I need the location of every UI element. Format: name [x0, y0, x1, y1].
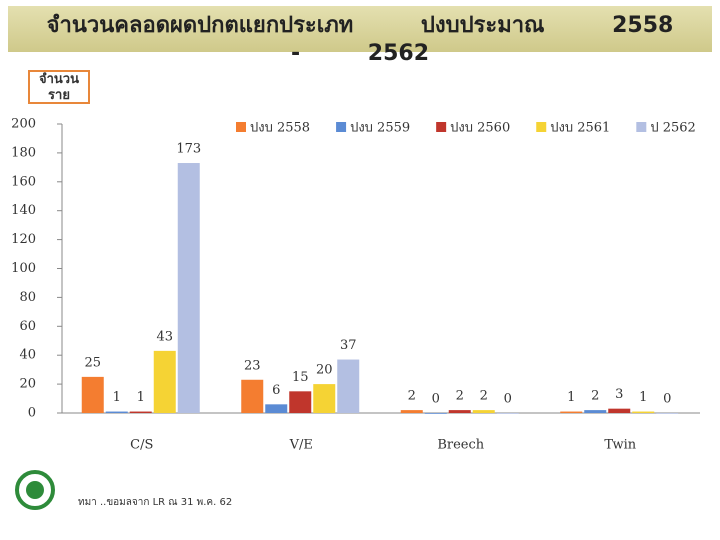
y-tick-label: 60 [19, 319, 36, 334]
data-label: 0 [663, 392, 671, 407]
bar [265, 404, 288, 413]
bar [608, 408, 631, 413]
bar [337, 359, 360, 413]
data-label: 0 [504, 392, 512, 407]
legend-label: ป 2562 [650, 121, 695, 136]
y-tick-label: 100 [11, 261, 36, 276]
legend-label: ปงบ 2558 [250, 121, 310, 136]
bar [241, 379, 264, 413]
data-label: 25 [84, 355, 101, 370]
data-label: 2 [591, 389, 599, 404]
y-tick-label: 200 [11, 117, 36, 132]
bar [584, 410, 607, 413]
bar [313, 384, 336, 413]
bar [424, 413, 447, 414]
bar [105, 411, 128, 413]
x-tick-label: V/E [289, 438, 313, 453]
data-label: 6 [272, 383, 280, 398]
bar [472, 410, 495, 413]
legend-swatch [236, 122, 246, 132]
data-label: 15 [292, 370, 309, 385]
chart-title: จำนวนคลอดผดปกตแยกประเภท ปงบประมาณ 2558 -… [46, 13, 674, 66]
y-tick-label: 0 [28, 406, 36, 421]
legend-swatch [336, 122, 347, 132]
bar [81, 376, 104, 413]
data-label: 37 [340, 338, 357, 353]
data-label: 2 [408, 389, 416, 404]
legend-swatch [636, 122, 647, 132]
x-tick-label: C/S [130, 438, 153, 453]
legend-label: ปงบ 2561 [550, 121, 610, 136]
bar [177, 163, 200, 413]
bar [560, 411, 583, 413]
y-tick-label: 120 [11, 232, 36, 247]
logo-center [26, 481, 44, 499]
data-label: 0 [432, 392, 440, 407]
y-tick-label: 80 [19, 290, 36, 305]
x-tick-label: Breech [437, 438, 484, 453]
data-label: 43 [156, 329, 173, 344]
data-label: 2 [480, 389, 488, 404]
bar [153, 350, 176, 413]
legend-swatch [436, 122, 447, 132]
bar [656, 413, 679, 414]
data-label: 2 [456, 389, 464, 404]
source-note: ทมา ..ขอมลจาก LR ณ 31 พ.ค. 62 [78, 497, 233, 508]
bar [129, 411, 152, 413]
bar [632, 411, 655, 413]
bar [448, 410, 471, 413]
y-tick-label: 20 [19, 377, 36, 392]
y-axis-label: จำนวนราย [28, 70, 90, 104]
y-tick-label: 180 [11, 145, 36, 160]
y-tick-label: 140 [11, 203, 36, 218]
data-label: 173 [176, 142, 201, 157]
y-tick-label: 40 [19, 348, 36, 363]
legend-swatch [536, 122, 547, 132]
data-label: 1 [567, 390, 575, 405]
bar [400, 410, 423, 413]
data-label: 3 [615, 387, 623, 402]
bar [496, 413, 519, 414]
y-tick-label: 160 [11, 174, 36, 189]
data-label: 20 [316, 363, 333, 378]
bar [289, 391, 312, 413]
x-tick-label: Twin [604, 438, 636, 453]
legend-label: ปงบ 2560 [450, 121, 510, 136]
data-label: 1 [639, 390, 647, 405]
data-label: 23 [244, 358, 261, 373]
title-banner [8, 6, 712, 52]
data-label: 1 [137, 390, 145, 405]
data-label: 1 [113, 390, 121, 405]
legend-label: ปงบ 2559 [350, 121, 410, 136]
